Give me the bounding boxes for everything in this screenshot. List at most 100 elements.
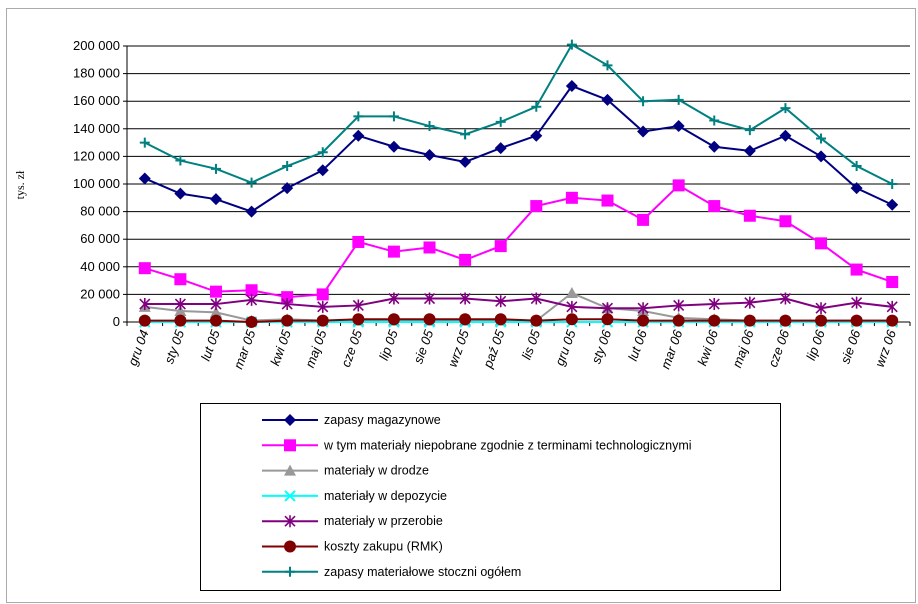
marker (388, 111, 399, 122)
marker (352, 235, 365, 248)
y-tick-label: 200 000 (73, 38, 120, 53)
marker (284, 490, 296, 502)
marker (174, 314, 187, 327)
y-tick-label: 180 000 (73, 66, 120, 81)
marker (887, 179, 898, 189)
marker (424, 121, 435, 132)
marker (353, 111, 364, 122)
marker (709, 115, 720, 126)
marker (352, 313, 365, 326)
marker (743, 314, 756, 327)
series-line (144, 318, 893, 324)
y-tick-label: 80 000 (80, 204, 120, 219)
legend-label: materiały w depozycie (324, 489, 447, 503)
marker (210, 163, 221, 174)
marker (851, 161, 862, 172)
marker (601, 313, 614, 326)
y-tick-label: 40 000 (80, 259, 120, 274)
marker (282, 161, 293, 172)
marker (601, 93, 614, 106)
marker (352, 299, 364, 312)
marker (423, 292, 436, 305)
marker (423, 149, 436, 162)
marker (387, 313, 400, 326)
y-tick-label: 60 000 (80, 231, 120, 246)
marker (138, 314, 151, 327)
marker (459, 292, 471, 305)
marker (850, 182, 863, 195)
legend-label: zapasy materiałowe stoczni ogółem (324, 565, 521, 579)
y-tick-label: 20 000 (80, 286, 120, 301)
marker (602, 60, 613, 71)
marker (566, 39, 577, 50)
marker (530, 314, 543, 327)
marker (744, 296, 756, 309)
legend-label: materiały w drodze (324, 464, 429, 478)
marker (245, 284, 258, 297)
marker (174, 298, 186, 311)
marker (209, 306, 222, 318)
marker (851, 296, 863, 309)
marker (850, 263, 863, 276)
marker (352, 129, 365, 142)
marker (423, 313, 436, 326)
marker (531, 101, 542, 112)
marker (285, 566, 295, 577)
marker (565, 80, 578, 93)
marker (565, 191, 578, 204)
marker (816, 133, 827, 144)
marker (565, 313, 578, 326)
legend-label: zapasy magazynowe (324, 413, 441, 427)
marker (780, 103, 791, 114)
marker (388, 292, 400, 305)
marker (779, 215, 792, 228)
legend-label: materiały w przerobie (324, 514, 443, 528)
marker (316, 288, 329, 301)
marker (284, 464, 296, 476)
marker (565, 287, 578, 299)
marker (673, 299, 685, 312)
marker (530, 200, 543, 213)
legend-label: w tym materiały niepobrane zgodnie z ter… (323, 438, 692, 452)
marker (284, 515, 296, 528)
marker (637, 213, 650, 226)
marker (743, 144, 756, 157)
marker (245, 205, 258, 218)
series-line (144, 184, 893, 299)
marker (246, 177, 257, 188)
marker (284, 439, 296, 452)
y-tick-label: 100 000 (73, 176, 120, 191)
marker (175, 155, 186, 166)
marker (317, 147, 328, 158)
marker (530, 129, 543, 142)
marker (174, 304, 187, 316)
marker (673, 94, 684, 105)
marker (708, 298, 720, 311)
legend-label: koszty zakupu (RMK) (324, 540, 443, 554)
marker (672, 120, 685, 133)
y-tick-label: 160 000 (73, 93, 120, 108)
marker (494, 313, 507, 326)
marker (886, 314, 899, 327)
marker (495, 116, 506, 127)
marker (387, 245, 400, 258)
marker (209, 285, 222, 298)
marker (779, 292, 791, 305)
marker (139, 137, 150, 148)
marker (708, 314, 721, 327)
marker (281, 314, 294, 327)
y-tick-label: 120 000 (73, 148, 120, 163)
marker (284, 414, 296, 426)
marker (138, 172, 151, 185)
legend (200, 403, 781, 591)
y-tick-label: 140 000 (73, 121, 120, 136)
marker (708, 140, 721, 153)
marker (815, 150, 828, 163)
marker (815, 314, 828, 327)
marker (284, 540, 296, 553)
marker (423, 241, 436, 254)
marker (815, 237, 828, 250)
marker (886, 198, 899, 211)
marker (530, 292, 542, 305)
